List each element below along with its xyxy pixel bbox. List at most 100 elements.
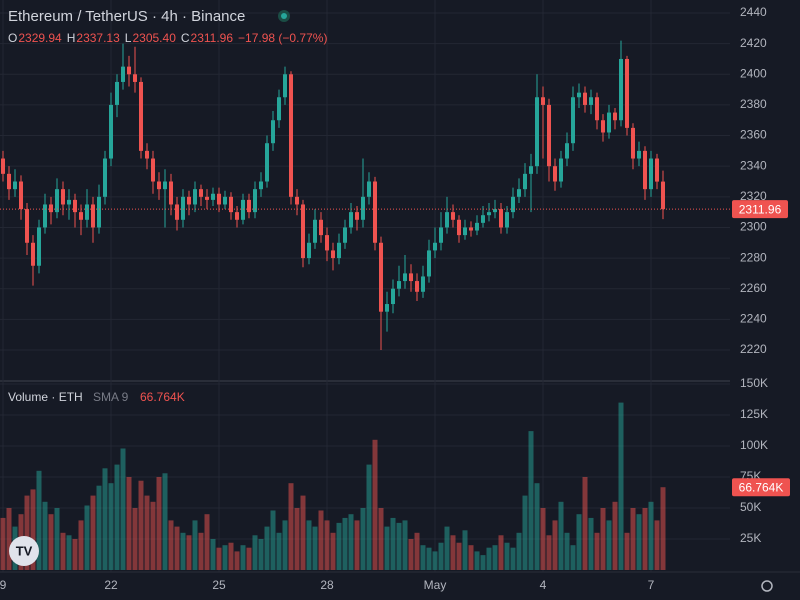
candle-body (547, 104, 551, 167)
settings-icon[interactable] (761, 580, 773, 592)
candle-body (295, 196, 299, 205)
candle-body (385, 304, 389, 312)
candle-body (169, 181, 173, 205)
volume-bar (336, 522, 342, 570)
candle-body (397, 281, 401, 289)
volume-bar (270, 510, 276, 570)
last-volume-box (732, 478, 790, 497)
candle-body (103, 158, 107, 197)
volume-bar (204, 514, 210, 570)
candle-body (601, 120, 605, 133)
tv-logo[interactable] (9, 536, 39, 566)
candle-body (205, 196, 209, 200)
candle-body (607, 112, 611, 133)
candle-body (391, 288, 395, 305)
volume-bar (0, 517, 6, 570)
candle-body (211, 193, 215, 200)
candle-body (19, 181, 23, 210)
candle-body (565, 143, 569, 159)
candle-body (595, 97, 599, 121)
candle-body (577, 92, 581, 98)
volume-bar (114, 464, 120, 570)
volume-bar (612, 501, 618, 570)
candle-body (127, 66, 131, 75)
volume-bar (432, 551, 438, 570)
volume-bar (30, 489, 36, 570)
volume-bar (648, 501, 654, 570)
candle-body (97, 196, 101, 228)
axes: 2220 2240 2260 2280 2300 2320 2340 2360 2380 2400… (0, 5, 790, 592)
candle-body (583, 92, 587, 105)
volume-bar (486, 547, 492, 570)
candle-body (463, 227, 467, 236)
candle-body (283, 74, 287, 98)
candle-body (85, 204, 89, 220)
volume-bar (510, 547, 516, 570)
volume-bar (138, 480, 144, 570)
candle-body (613, 112, 617, 121)
candle-body (271, 120, 275, 144)
volume-bar (72, 539, 78, 570)
volume-bar (378, 508, 384, 570)
candle-body (589, 97, 593, 105)
candle-body (637, 150, 641, 159)
volume-bar (558, 501, 564, 570)
y-tick-label: 2280 (740, 250, 767, 264)
volume-bar (450, 535, 456, 570)
candle-body (493, 209, 497, 213)
volume-bar (396, 522, 402, 570)
candle-body (505, 212, 509, 228)
volume-bar (180, 532, 186, 570)
x-tick-label: 25 (212, 578, 226, 592)
candle-body (409, 273, 413, 282)
volume-bar (54, 508, 60, 570)
candle-body (343, 227, 347, 243)
y-tick-label: 2240 (740, 312, 767, 326)
candle-body (301, 204, 305, 259)
x-tick-label: 7 (648, 578, 655, 592)
candle-body (121, 66, 125, 82)
volume-bar (576, 514, 582, 570)
volume-bar (606, 520, 612, 570)
candle-body (13, 181, 17, 190)
volume-bar (438, 542, 444, 570)
candle-body (433, 242, 437, 251)
volume-bar (600, 508, 606, 570)
volume-bar (126, 477, 132, 570)
candle-body (163, 181, 167, 190)
candles (1, 40, 665, 350)
x-tick-label: 9 (0, 578, 7, 592)
last-price-box (732, 200, 788, 219)
volume-bar (468, 545, 474, 570)
volume-bar (366, 464, 372, 570)
volume-bar (594, 532, 600, 570)
readout-change: −17.98 (−0.77%) (238, 31, 327, 45)
candle-body (133, 74, 137, 82)
candle-body (235, 212, 239, 220)
volume-bar (402, 520, 408, 570)
volume-bar (312, 526, 318, 570)
candle-body (193, 189, 197, 205)
candle-body (199, 189, 203, 197)
candle-body (7, 173, 11, 190)
readout-value: 2311.96 (191, 31, 234, 45)
volume-bar (90, 495, 96, 570)
y2-tick-label: 25K (740, 531, 761, 545)
y-tick-label: 2380 (740, 97, 767, 111)
volume-bar (324, 520, 330, 570)
y-tick-label: 2260 (740, 281, 767, 295)
candle-body (541, 97, 545, 105)
candle-body (67, 199, 71, 205)
candle-body (247, 199, 251, 213)
volume-bar (570, 545, 576, 570)
volume-bar (630, 508, 636, 570)
volume-bar (156, 477, 162, 570)
candle-body (427, 250, 431, 277)
volume-bar (360, 508, 366, 570)
candle-body (529, 166, 533, 174)
candle-body (115, 81, 119, 105)
volume-bar (462, 530, 468, 570)
volume-bar (258, 539, 264, 570)
volume-bar (234, 551, 240, 570)
